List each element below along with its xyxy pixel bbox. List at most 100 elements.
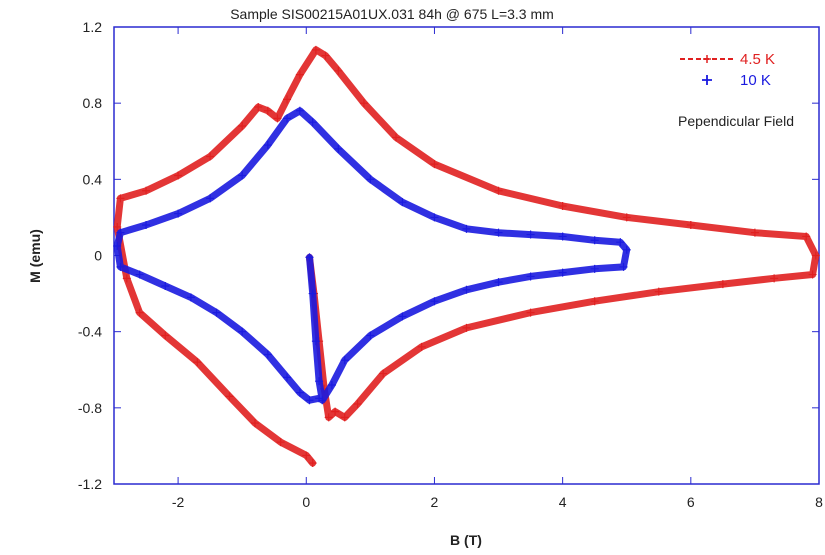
data-point (283, 95, 292, 104)
data-point (430, 160, 439, 169)
legend-label: 10 K (740, 72, 771, 89)
data-point (116, 262, 125, 271)
data-point (770, 274, 779, 283)
data-point (113, 241, 122, 250)
data-point (331, 407, 340, 416)
data-point (802, 232, 811, 241)
data-point (718, 280, 727, 289)
annotation-text: Pependicular Field (678, 113, 794, 129)
data-point (263, 141, 272, 150)
data-point (206, 194, 215, 203)
series-line (113, 46, 820, 467)
data-point (494, 228, 503, 237)
data-point (116, 194, 125, 203)
data-point (359, 99, 368, 108)
data-point (254, 102, 263, 111)
data-point (295, 106, 304, 115)
legend-label: 4.5 K (740, 51, 775, 68)
data-point (558, 268, 567, 277)
data-point (315, 377, 324, 386)
data-point (308, 459, 317, 468)
data-point (417, 342, 426, 351)
data-point (321, 51, 330, 60)
data-point (462, 224, 471, 233)
data-point (353, 400, 362, 409)
x-tick-label: -2 (172, 494, 185, 510)
x-tick-label: 4 (559, 494, 567, 510)
data-point (619, 262, 628, 271)
data-point (161, 331, 170, 340)
data-point (295, 388, 304, 397)
data-point (283, 114, 292, 123)
data-point (305, 396, 314, 405)
x-tick-label: 6 (687, 494, 695, 510)
data-point (251, 419, 259, 428)
data-point (142, 186, 151, 195)
data-point (462, 323, 471, 332)
series-line (113, 107, 631, 404)
x-axis: -2 0 2 4 6 8 (172, 27, 823, 510)
data-point (340, 356, 349, 365)
data-point (193, 358, 202, 367)
data-point (811, 251, 820, 260)
y-tick-label: -1.2 (78, 476, 102, 492)
y-axis: -1.2 -0.8 -0.4 0 0.4 0.8 1.2 (78, 19, 819, 492)
data-point (311, 45, 320, 54)
data-point (302, 451, 311, 460)
series-1 (113, 45, 820, 468)
data-point (616, 238, 625, 247)
data-point (334, 144, 343, 153)
data-point (263, 106, 272, 115)
data-point (430, 297, 439, 306)
y-tick-label: 0 (94, 248, 102, 264)
x-tick-label: 8 (815, 494, 823, 510)
data-point (590, 297, 599, 306)
data-point (558, 232, 567, 241)
data-point (398, 198, 407, 207)
legend: 4.5 K 10 K (680, 51, 775, 89)
data-point (327, 380, 336, 389)
data-point (366, 175, 375, 184)
y-tick-label: -0.4 (78, 324, 102, 340)
data-point (174, 171, 183, 180)
data-point (366, 331, 375, 340)
data-point (276, 438, 285, 447)
legend-marker (703, 55, 711, 63)
legend-marker (702, 75, 712, 85)
data-point (392, 133, 400, 142)
data-point (622, 213, 631, 222)
data-point (295, 70, 304, 79)
data-point (808, 270, 817, 279)
data-point (225, 392, 234, 401)
data-point (590, 236, 599, 245)
data-point (379, 369, 388, 378)
x-tick-label: 2 (431, 494, 439, 510)
data-point (494, 186, 503, 195)
data-point (305, 253, 314, 262)
y-tick-label: -0.8 (78, 400, 102, 416)
data-point (315, 394, 324, 403)
data-point (122, 274, 131, 283)
y-tick-label: 0.8 (83, 95, 103, 111)
data-point (750, 228, 759, 237)
data-point (622, 245, 631, 254)
data-point (186, 293, 195, 302)
data-point (494, 278, 503, 287)
data-point (526, 308, 535, 317)
data-point (324, 413, 333, 422)
data-point (430, 213, 439, 222)
data-point (273, 114, 282, 123)
data-point (135, 308, 144, 317)
data-point (135, 270, 144, 279)
data-point (340, 413, 349, 422)
data-point (311, 337, 320, 346)
data-point (526, 230, 535, 239)
plot-series (113, 45, 820, 468)
series-2 (113, 106, 631, 405)
y-tick-label: 1.2 (83, 19, 103, 35)
data-point (161, 281, 170, 290)
data-point (526, 272, 535, 281)
x-axis-label: B (T) (450, 532, 482, 548)
data-point (113, 222, 122, 231)
